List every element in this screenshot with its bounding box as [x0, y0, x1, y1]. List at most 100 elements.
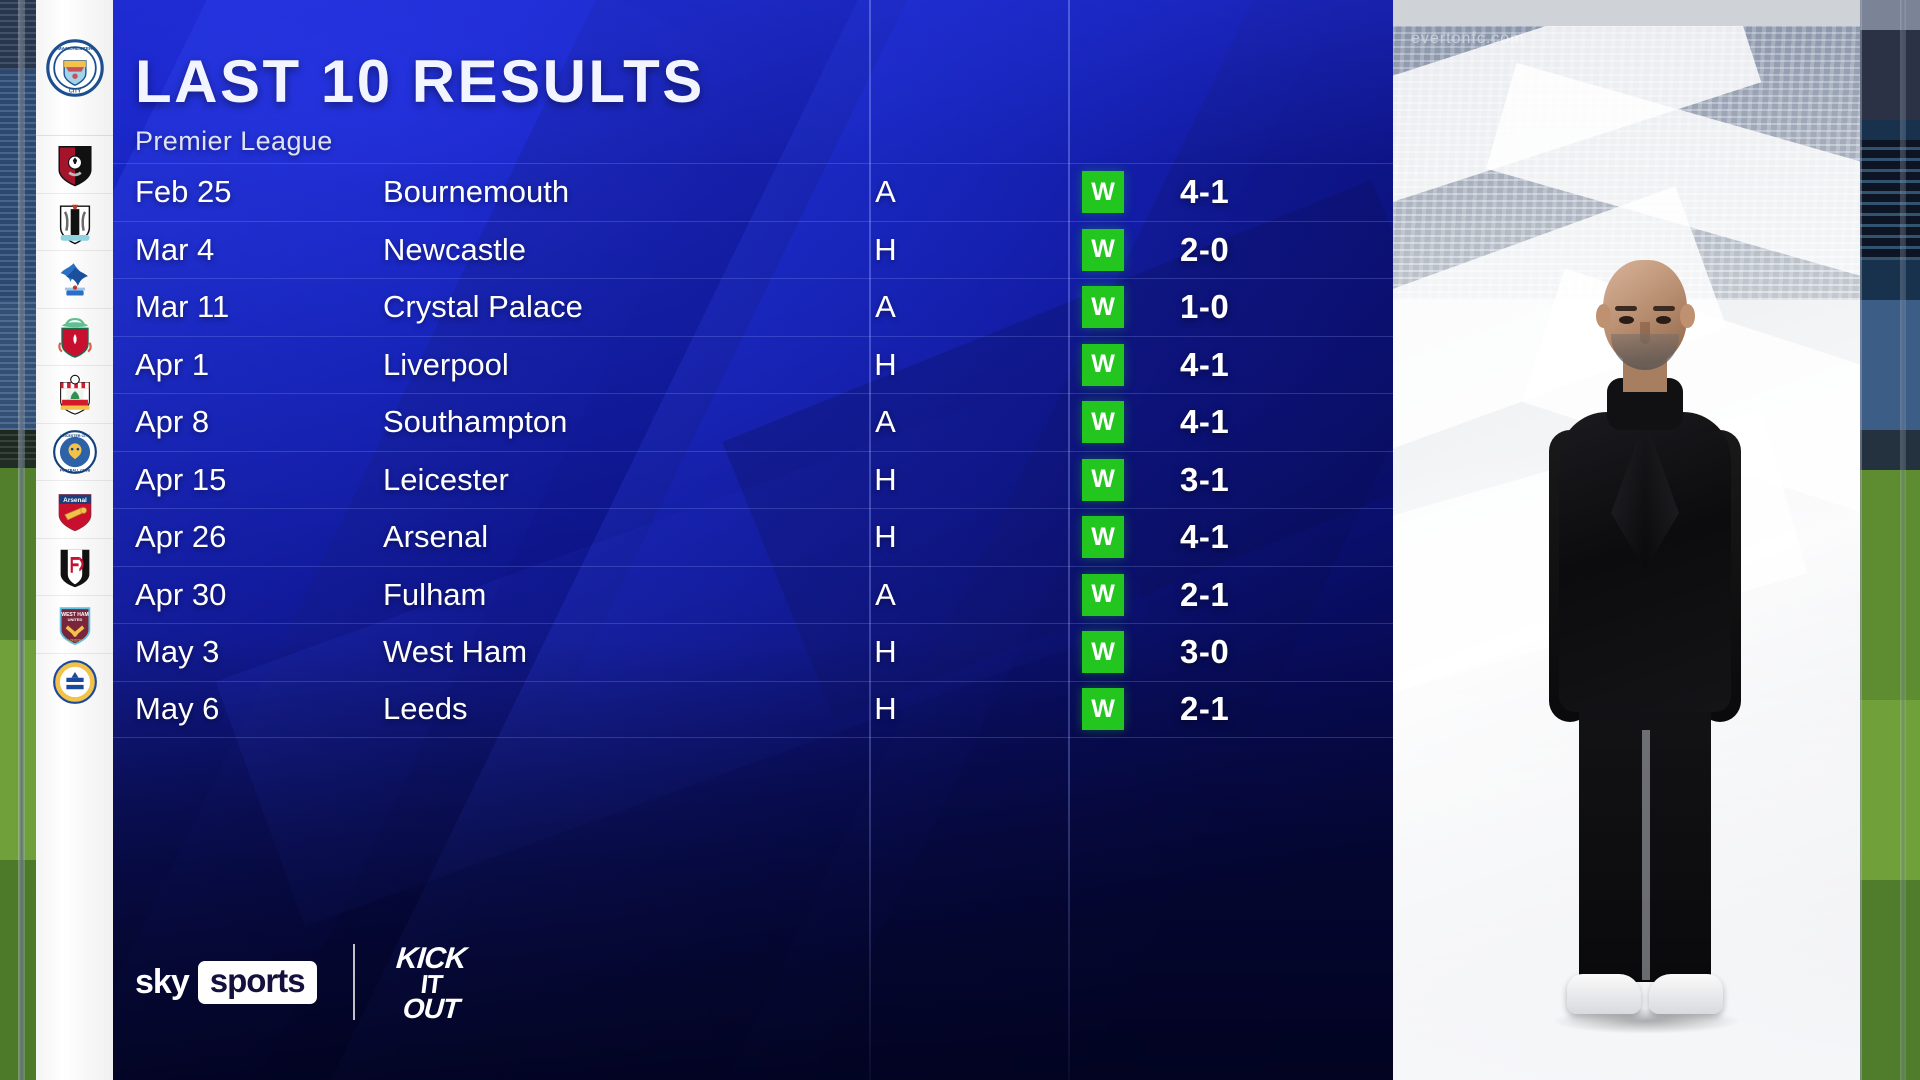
row-date: Apr 1 — [135, 346, 210, 382]
row-score: 4-1 — [1180, 345, 1230, 383]
sky-word: sky — [135, 962, 190, 1001]
rail-item-west-ham[interactable]: WEST HAM UNITED LONDON — [36, 596, 113, 654]
row-opponent: Leicester — [383, 461, 509, 497]
glass-mullion-right-2 — [1900, 0, 1906, 1080]
row-venue: A — [875, 174, 896, 210]
row-opponent: Liverpool — [383, 346, 509, 382]
status-badge: W — [1082, 343, 1124, 386]
table-row[interactable]: Feb 25 Bournemouth A W 4-1 — [113, 163, 1393, 221]
newcastle-crest-icon — [59, 204, 90, 245]
rail-item-crystal-palace[interactable] — [36, 251, 113, 309]
row-date: Mar 4 — [135, 231, 215, 267]
table-row[interactable]: Mar 11 Crystal Palace A W 1-0 — [113, 278, 1393, 336]
kick-it-out-logo[interactable]: KICK IT OUT — [391, 942, 471, 1024]
row-date: May 3 — [135, 634, 220, 670]
row-date: Mar 11 — [135, 289, 230, 325]
rail-item-fulham[interactable] — [36, 539, 113, 596]
row-opponent: Bournemouth — [383, 174, 570, 210]
status-badge: W — [1082, 171, 1124, 214]
row-opponent: Fulham — [383, 576, 487, 612]
page-subtitle: Premier League — [135, 126, 333, 156]
kio-line-3: OUT — [401, 993, 460, 1024]
row-venue: A — [875, 576, 896, 612]
column-divider-2 — [1068, 0, 1070, 1080]
row-result-cell: W — [1070, 688, 1136, 731]
presenter-brow-right — [1653, 306, 1675, 311]
row-score: 2-0 — [1180, 230, 1230, 268]
row-result-cell: W — [1070, 573, 1136, 616]
page-title: LAST 10 RESULTS — [135, 48, 705, 115]
svg-text:LEICESTER CITY: LEICESTER CITY — [60, 434, 90, 438]
row-score: 2-1 — [1180, 690, 1230, 728]
svg-text:WEST HAM: WEST HAM — [61, 612, 88, 618]
row-venue: A — [875, 404, 896, 440]
rail-item-leicester[interactable]: LEICESTER CITY FOOTBALL CLUB — [36, 424, 113, 481]
row-score: 4-1 — [1180, 518, 1230, 556]
rail-item-arsenal[interactable]: Arsenal — [36, 481, 113, 539]
table-row[interactable]: Apr 1 Liverpool H W 4-1 — [113, 335, 1393, 394]
status-badge: W — [1082, 401, 1124, 444]
row-score: 4-1 — [1180, 173, 1230, 211]
table-row[interactable]: Apr 30 Fulham A W 2-1 — [113, 565, 1393, 624]
presenter-shoe-right — [1649, 974, 1723, 1014]
status-badge: W — [1082, 688, 1124, 731]
presenter-legs — [1579, 696, 1711, 982]
fulham-crest-icon — [60, 549, 89, 587]
status-badge: W — [1082, 573, 1124, 616]
status-badge: W — [1082, 458, 1124, 501]
row-score: 3-0 — [1180, 633, 1230, 671]
table-row[interactable]: Apr 26 Arsenal H W 4-1 — [113, 508, 1393, 566]
title-block: LAST 10 RESULTS Premier League — [135, 52, 705, 157]
row-venue: H — [874, 691, 897, 727]
presenter-ear-left — [1596, 304, 1611, 328]
presenter-ear-right — [1680, 304, 1695, 328]
rail-item-liverpool[interactable] — [36, 309, 113, 366]
club-badge-rail: MANCHESTER CITY — [36, 0, 113, 1080]
results-table: Feb 25 Bournemouth A W 4-1 Mar 4 Newcastle H W 2-… — [113, 163, 1393, 738]
row-venue: A — [875, 289, 896, 325]
rail-item-man-city[interactable]: MANCHESTER CITY — [36, 0, 113, 136]
footer-logos: sky sports KICK IT OUT — [135, 942, 471, 1024]
svg-text:MANCHESTER: MANCHESTER — [57, 45, 92, 51]
status-badge: W — [1082, 286, 1124, 329]
sports-word: sports — [197, 960, 317, 1004]
row-venue: H — [874, 346, 897, 382]
southampton-crest-icon — [59, 375, 90, 415]
row-result-cell: W — [1070, 343, 1136, 386]
bournemouth-crest-icon — [57, 146, 92, 187]
row-score: 2-1 — [1180, 575, 1230, 613]
rail-item-leeds[interactable] — [36, 654, 113, 712]
glass-mullion-left — [18, 0, 25, 1080]
leeds-crest-icon — [52, 660, 97, 705]
presenter-shoe-left — [1567, 974, 1641, 1014]
status-badge: W — [1082, 228, 1124, 271]
rail-item-bournemouth[interactable] — [36, 136, 113, 194]
sky-sports-logo[interactable]: sky sports — [135, 960, 317, 1004]
rail-item-newcastle[interactable] — [36, 194, 113, 251]
row-venue: H — [874, 519, 897, 555]
status-badge: W — [1082, 516, 1124, 559]
row-score: 3-1 — [1180, 460, 1230, 498]
presenter-eye-left — [1619, 316, 1634, 324]
presenter-brow-left — [1615, 306, 1637, 311]
row-result-cell: W — [1070, 286, 1136, 329]
row-date: May 6 — [135, 691, 220, 727]
status-badge: W — [1082, 631, 1124, 674]
row-result-cell: W — [1070, 516, 1136, 559]
svg-text:LONDON: LONDON — [68, 639, 82, 643]
row-score: 1-0 — [1180, 288, 1230, 326]
table-row[interactable]: May 3 West Ham H W 3-0 — [113, 623, 1393, 681]
liverpool-crest-icon — [57, 317, 92, 358]
presenter-eye-right — [1656, 316, 1671, 324]
rail-item-southampton[interactable] — [36, 366, 113, 424]
table-row[interactable]: May 6 Leeds H W 2-1 — [113, 680, 1393, 738]
table-row[interactable]: Apr 8 Southampton A W 4-1 — [113, 393, 1393, 451]
row-score: 4-1 — [1180, 403, 1230, 441]
row-opponent: Leeds — [383, 691, 468, 727]
row-venue: H — [874, 461, 897, 497]
table-row[interactable]: Apr 15 Leicester H W 3-1 — [113, 450, 1393, 509]
row-venue: H — [874, 634, 897, 670]
crystal-palace-crest-icon — [60, 263, 88, 296]
table-row[interactable]: Mar 4 Newcastle H W 2-0 — [113, 220, 1393, 279]
